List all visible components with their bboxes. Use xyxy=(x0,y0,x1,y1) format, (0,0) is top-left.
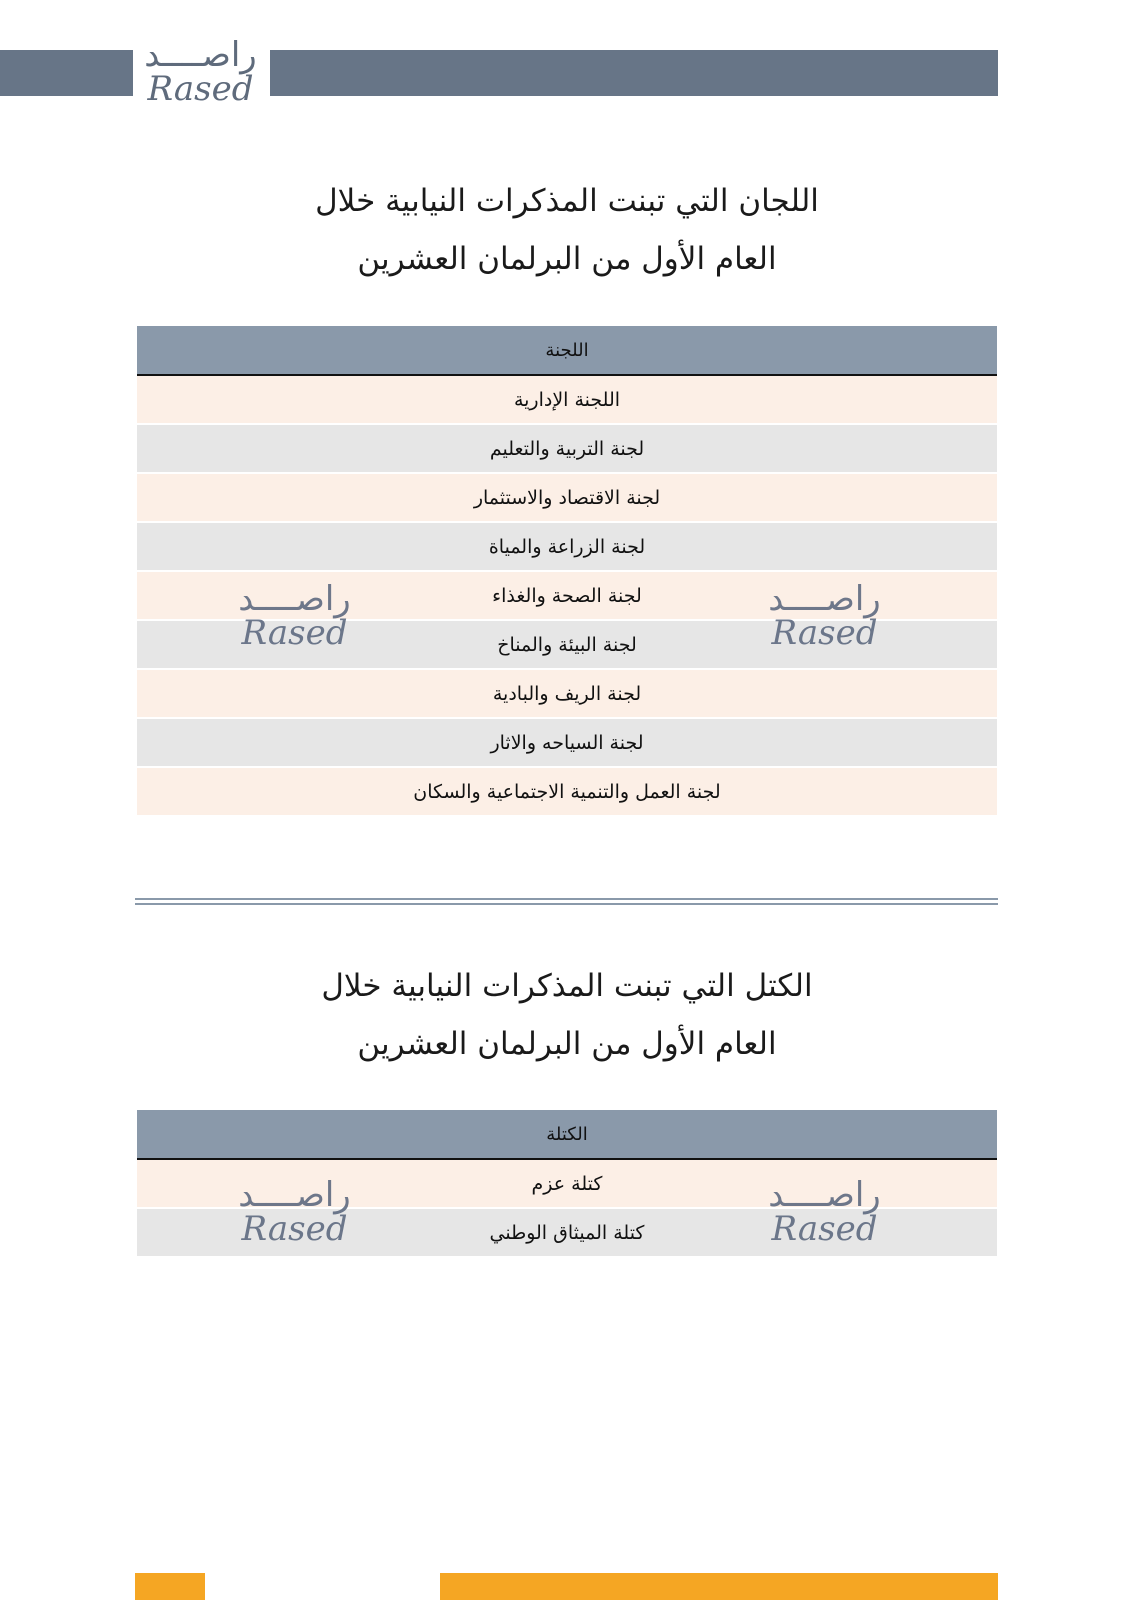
watermark-ar: راصــــد xyxy=(238,1175,351,1215)
table-row: لجنة التربية والتعليم xyxy=(137,424,997,474)
table-row: لجنة السياحه والاثار xyxy=(137,718,997,768)
rased-logo: راصــــد Rased xyxy=(138,38,263,106)
table-row: لجنة الصحة والغذاء xyxy=(137,571,997,621)
watermark-left-2: راصــــد Rased xyxy=(232,1178,357,1246)
watermark-left-1: راصــــد Rased xyxy=(232,582,357,650)
blocs-table: الكتلة كتلة عزم كتلة الميثاق الوطني xyxy=(137,1110,997,1258)
watermark-ar: راصــــد xyxy=(768,1175,881,1215)
table-row: لجنة الزراعة والمياة xyxy=(137,522,997,572)
header-band-left xyxy=(0,50,133,96)
committees-table: اللجنة اللجنة الإدارية لجنة التربية والت… xyxy=(137,326,997,817)
blocs-column-header: الكتلة xyxy=(137,1110,997,1160)
table-row: كتلة الميثاق الوطني xyxy=(137,1208,997,1258)
footer-band-right xyxy=(440,1573,998,1600)
watermark-en: Rased xyxy=(241,1209,348,1249)
watermark-en: Rased xyxy=(771,613,878,653)
table-row: لجنة البيئة والمناخ xyxy=(137,620,997,670)
table-row: اللجنة الإدارية xyxy=(137,375,997,425)
watermark-ar: راصــــد xyxy=(238,579,351,619)
table-row: لجنة الريف والبادية xyxy=(137,669,997,719)
committees-column-header: اللجنة xyxy=(137,326,997,376)
footer-band-left xyxy=(135,1573,205,1600)
section1-title-line2: العام الأول من البرلمان العشرين xyxy=(357,241,777,277)
header-band-right xyxy=(270,50,998,96)
section1-title-line1: اللجان التي تبنت المذكرات النيابية خلال xyxy=(315,183,819,219)
watermark-right-2: راصــــد Rased xyxy=(762,1178,887,1246)
section-divider xyxy=(135,898,998,900)
watermark-en: Rased xyxy=(771,1209,878,1249)
section2-title-line1: الكتل التي تبنت المذكرات النيابية خلال xyxy=(321,968,813,1004)
table-row: كتلة عزم xyxy=(137,1159,997,1209)
logo-english: Rased xyxy=(147,69,254,109)
table-row: لجنة الاقتصاد والاستثمار xyxy=(137,473,997,523)
table-row: لجنة العمل والتنمية الاجتماعية والسكان xyxy=(137,767,997,817)
watermark-ar: راصــــد xyxy=(768,579,881,619)
logo-arabic: راصــــد xyxy=(144,35,257,75)
section2-title-line2: العام الأول من البرلمان العشرين xyxy=(357,1026,777,1062)
watermark-right-1: راصــــد Rased xyxy=(762,582,887,650)
watermark-en: Rased xyxy=(241,613,348,653)
section1-title: اللجان التي تبنت المذكرات النيابية خلال … xyxy=(137,172,997,288)
section2-title: الكتل التي تبنت المذكرات النيابية خلال ا… xyxy=(137,957,997,1073)
